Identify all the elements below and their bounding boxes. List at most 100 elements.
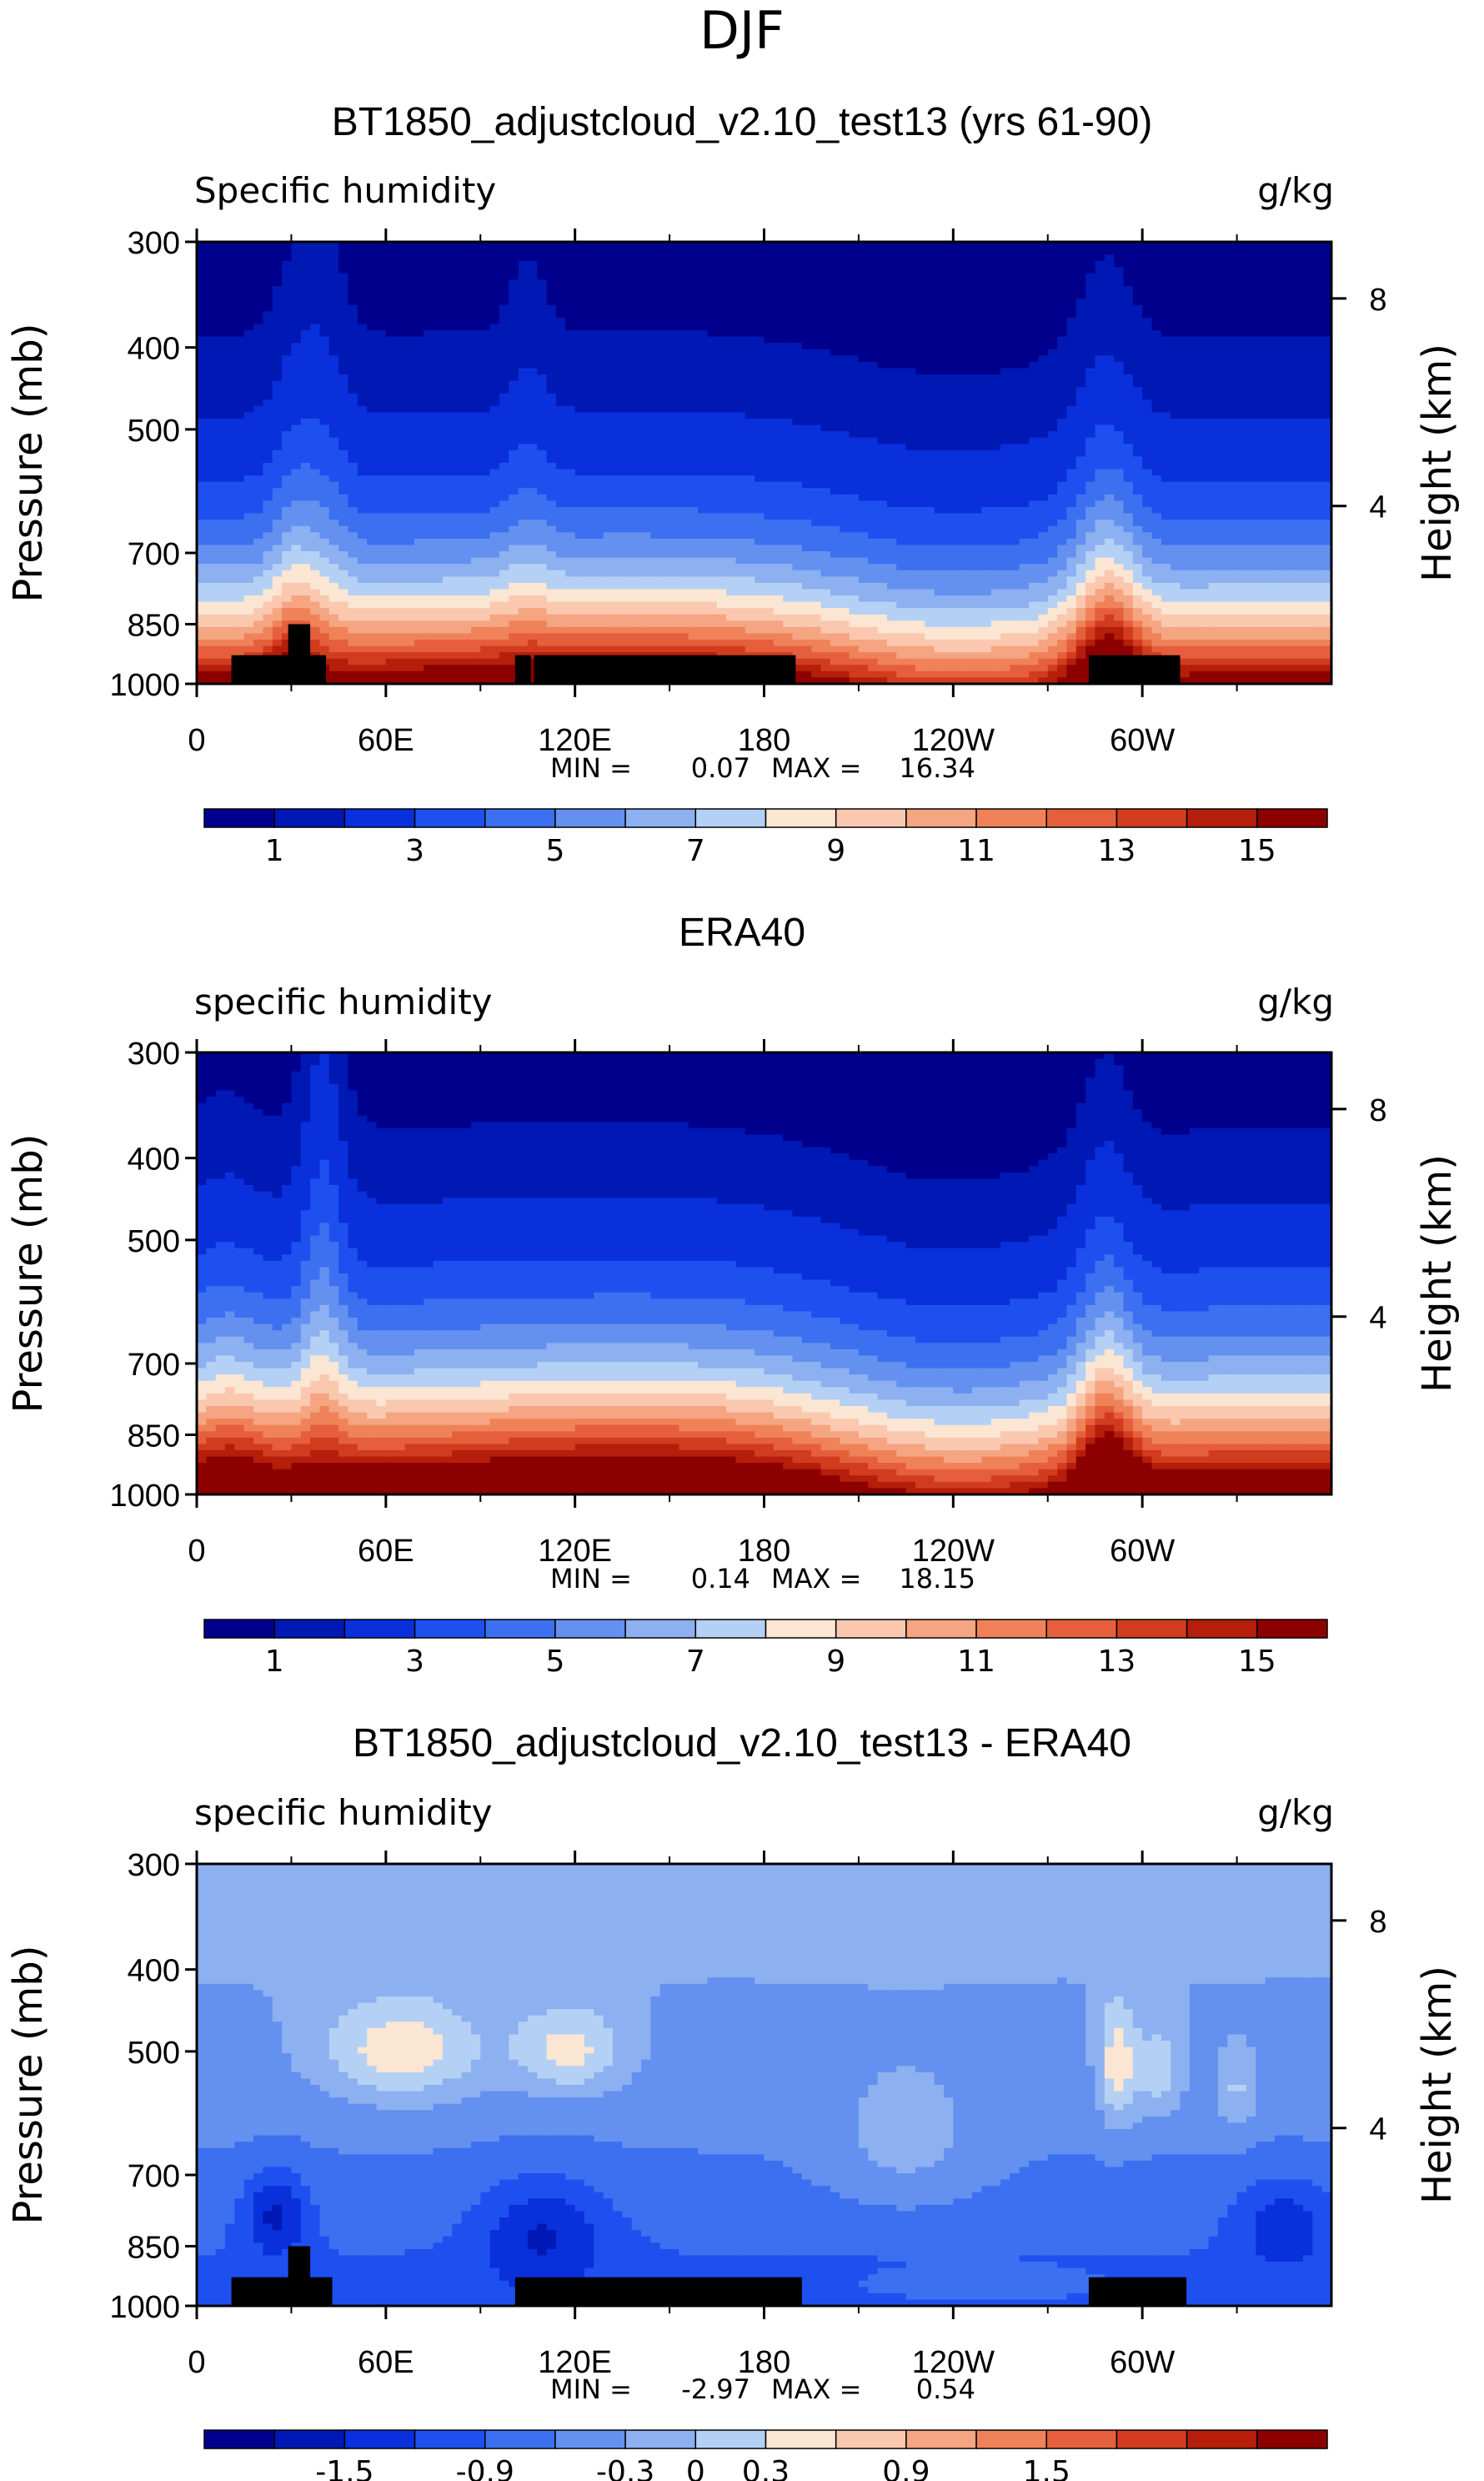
contour-cell (414, 336, 424, 344)
contour-cell (981, 279, 992, 287)
contour-cell (433, 481, 444, 489)
contour-cell (1010, 286, 1020, 294)
contour-cell (820, 399, 831, 407)
contour-cell (698, 456, 709, 464)
contour-cell (1265, 260, 1276, 268)
contour-cell (1057, 488, 1068, 495)
contour-cell (1010, 311, 1020, 319)
contour-cell (414, 361, 424, 369)
contour-cell (707, 355, 718, 363)
contour-cell (282, 279, 293, 287)
contour-cell (215, 412, 226, 419)
contour-cell (1095, 374, 1105, 382)
contour-cell (755, 456, 765, 464)
contour-cell (707, 405, 718, 414)
contour-cell (424, 387, 434, 394)
contour-cell (546, 463, 557, 470)
contour-cell (1104, 304, 1115, 312)
contour-cell (735, 387, 746, 394)
contour-cell (783, 456, 794, 464)
contour-cell (1312, 242, 1323, 249)
contour-cell (1293, 456, 1304, 464)
contour-cell (745, 299, 755, 306)
contour-cell (915, 286, 925, 294)
contour-cell (385, 286, 396, 294)
contour-cell (1047, 279, 1058, 287)
contour-cell (291, 399, 302, 407)
contour-cell (745, 419, 755, 426)
contour-cell (820, 368, 831, 375)
contour-cell (376, 475, 387, 483)
contour-cell (480, 405, 491, 414)
contour-cell (773, 311, 784, 319)
contour-cell (357, 500, 368, 508)
contour-cell (461, 368, 472, 375)
contour-cell (1256, 292, 1266, 299)
contour-cell (1284, 317, 1295, 325)
contour-cell (925, 387, 935, 394)
contour-cell (1066, 343, 1077, 350)
contour-cell (972, 412, 982, 419)
contour-cell (461, 311, 472, 319)
contour-cell (225, 424, 235, 432)
contour-cell (319, 481, 330, 489)
contour-cell (414, 311, 424, 319)
contour-cell (1085, 292, 1096, 299)
contour-cell (565, 292, 576, 299)
contour-cell (1095, 317, 1105, 325)
contour-cell (830, 279, 840, 287)
contour-cell (499, 494, 509, 502)
contour-cell (783, 299, 794, 306)
contour-cell (225, 449, 235, 458)
contour-cell (1038, 248, 1049, 255)
contour-cell (253, 469, 263, 476)
contour-cell (745, 355, 755, 363)
contour-cell (915, 444, 925, 451)
contour-cell (225, 267, 235, 274)
contour-cell (470, 368, 481, 375)
contour-cell (1047, 449, 1058, 458)
contour-cell (896, 488, 907, 495)
contour-cell (716, 380, 727, 388)
contour-cell (263, 279, 273, 287)
contour-cell (282, 380, 293, 388)
contour-cell (886, 311, 897, 319)
contour-cell (1302, 273, 1313, 281)
contour-cell (849, 317, 860, 325)
contour-cell (716, 419, 727, 426)
contour-cell (253, 267, 263, 274)
contour-cell (613, 481, 623, 489)
contour-cell (877, 374, 888, 382)
contour-cell (962, 242, 973, 249)
contour-cell (1321, 449, 1332, 458)
contour-cell (745, 488, 755, 495)
contour-cell (1000, 299, 1010, 306)
contour-cell (594, 405, 604, 414)
contour-cell (1151, 267, 1162, 274)
contour-cell (1227, 431, 1238, 439)
contour-cell (1010, 361, 1020, 369)
contour-cell (424, 374, 434, 382)
contour-cell (300, 437, 311, 444)
contour-cell (1208, 475, 1219, 483)
contour-cell (1095, 368, 1105, 375)
contour-cell (1114, 437, 1125, 444)
contour-cell (631, 343, 642, 350)
contour-cell (234, 449, 245, 458)
contour-cell (840, 368, 850, 375)
contour-cell (801, 374, 812, 382)
contour-cell (849, 387, 860, 394)
contour-cell (253, 317, 263, 325)
contour-cell (981, 380, 992, 388)
contour-cell (868, 336, 879, 344)
contour-cell (367, 349, 378, 356)
contour-cell (811, 273, 822, 281)
contour-cell (1095, 304, 1105, 312)
contour-cell (1010, 349, 1020, 356)
contour-cell (594, 349, 604, 356)
contour-cell (328, 355, 339, 363)
contour-cell (783, 324, 794, 331)
contour-cell (953, 488, 964, 495)
contour-cell (1066, 317, 1077, 325)
contour-cell (849, 481, 860, 489)
